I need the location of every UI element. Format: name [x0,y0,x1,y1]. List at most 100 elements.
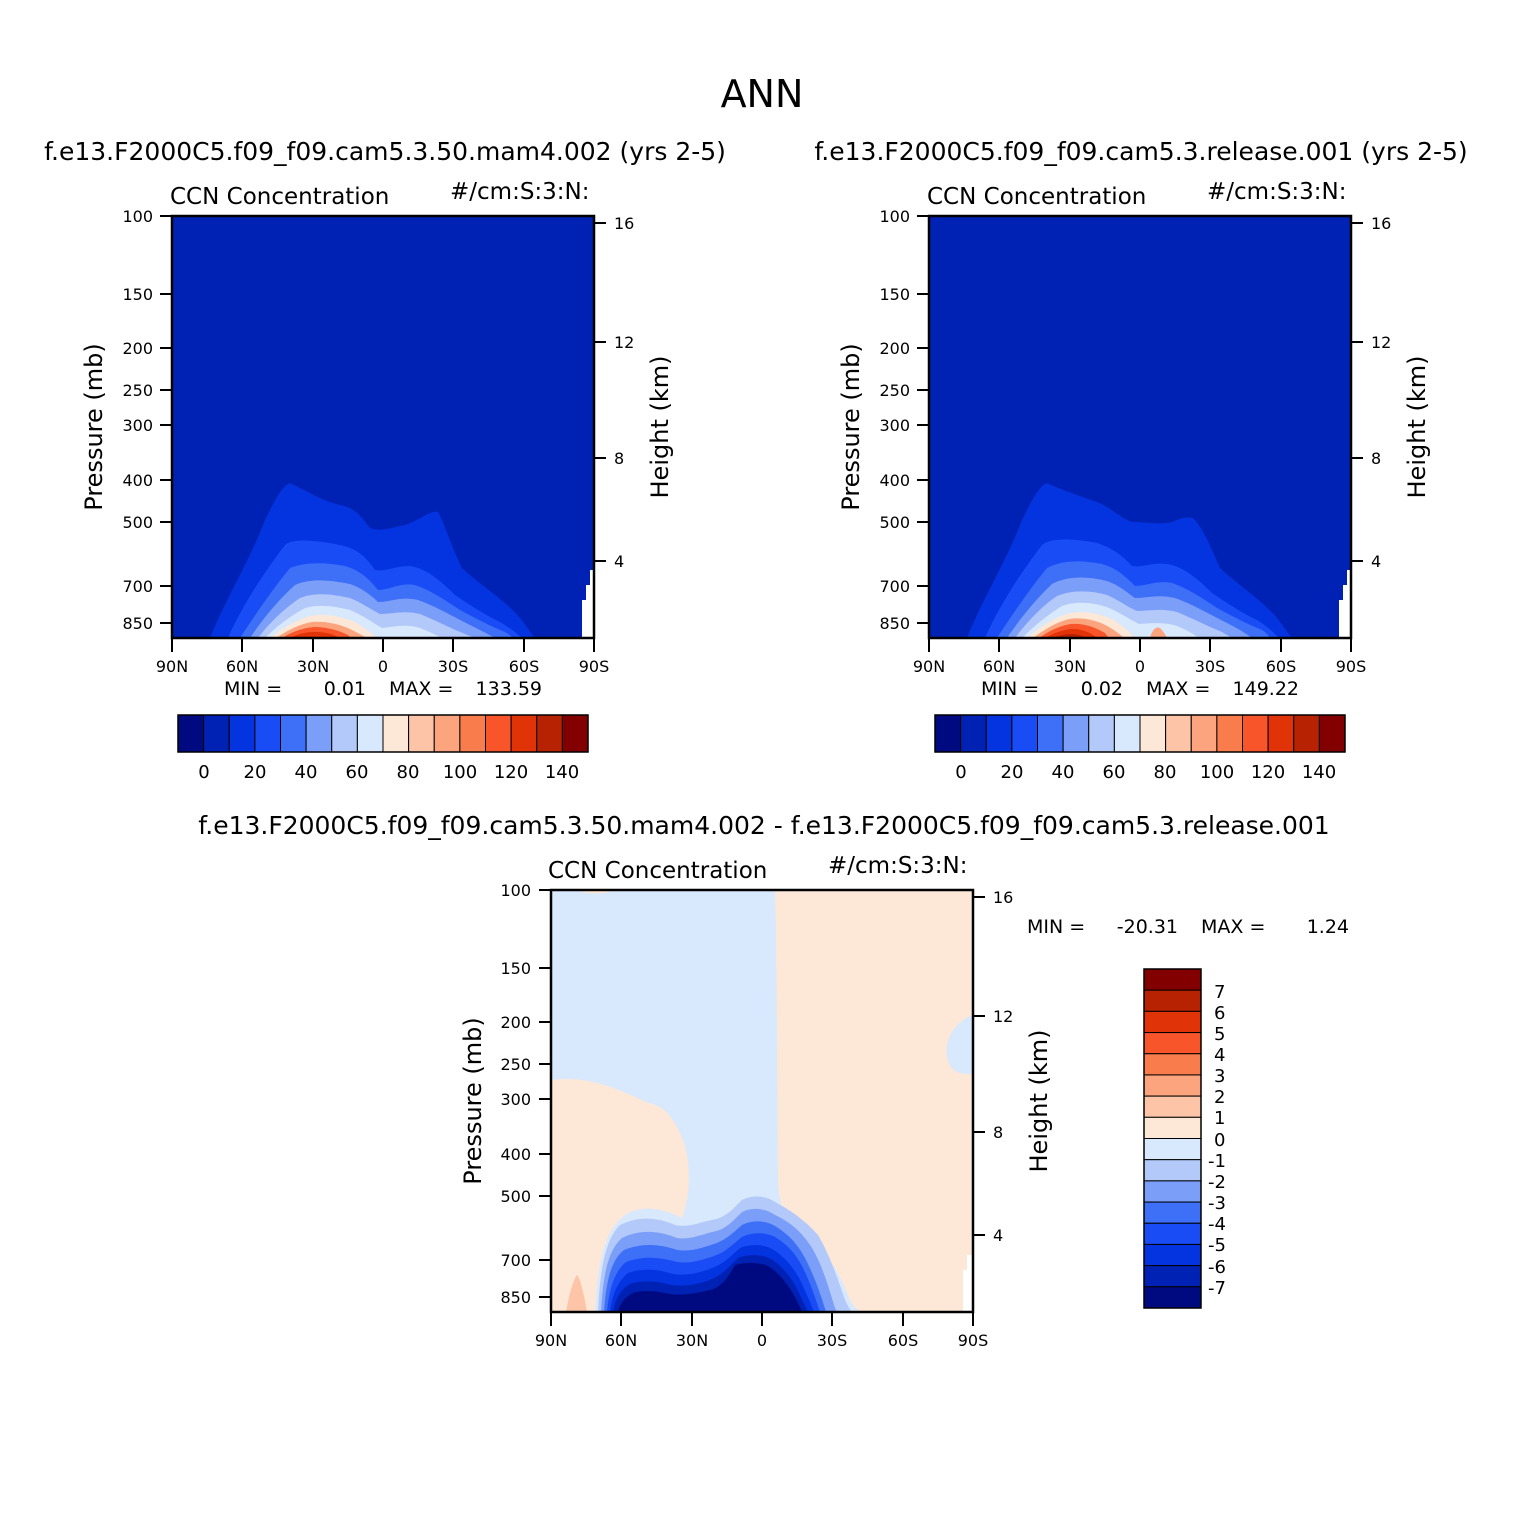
panel-diff-ytick-label: 150 [500,959,531,978]
panel-a-xtick-label: 30N [297,657,329,676]
panel-b-colorbar-box [1318,714,1346,753]
panel-diff-colorbar-box [1143,989,1202,1012]
panel-diff-colorbar-boxes [1143,968,1202,1309]
panel-a-colorbar-box [459,714,486,753]
panel-a-rtick-label: 8 [614,449,624,468]
panel-b-contour-12 [1150,627,1167,638]
panel-b-colorbar-label: 140 [1302,762,1336,783]
panel-diff-colorbar-label: 4 [1214,1045,1225,1066]
panel-b-colorbar-label: 20 [1001,762,1024,783]
panel-a: f.e13.F2000C5.f09_f09.cam5.3.50.mam4.002… [44,137,726,783]
panel-b-colorbar-label: 0 [955,762,966,783]
panel-a-colorbar-box [177,714,205,753]
panel-diff-colorbar-box [1143,1265,1202,1288]
panel-b-colorbar-box [934,714,962,753]
panel-a-rtick-label: 4 [614,552,624,571]
panel-b-colorbar-box [1216,714,1243,753]
panel-diff-xtick-label: 90N [535,1331,567,1350]
panel-b-colorbar-box [1088,714,1115,753]
panel-a-colorbar-frame [177,714,589,753]
panel-a-colorbar-box [331,714,358,753]
panel-diff-y-axis-right: 16 12 8 4 Height (km) [973,888,1053,1245]
panel-b-colorbar-label: 100 [1200,762,1234,783]
panel-b-colorbar-box [1190,714,1218,753]
panel-a-colorbar-box [203,714,230,753]
panel-a-colorbar-box [228,714,256,753]
panel-a-units-label: #/cm:S:3:N: [450,179,590,205]
panel-diff-xtick-label: 0 [757,1331,767,1350]
page-title: ANN [721,72,804,116]
panel-b-left-label: CCN Concentration [927,184,1146,210]
panel-b-colorbar-box [1139,714,1167,753]
panel-diff-y-axis: 100 150 200 250 300 400 500 700 850 Pres… [459,881,551,1307]
panel-a-xtick-label: 0 [378,657,388,676]
panel-b-xtick-label: 30N [1054,657,1086,676]
panel-diff-colorbar-label: -1 [1208,1151,1226,1172]
panel-diff-min-value: -20.31 [1117,916,1178,938]
panel-diff-xtick-label: 90S [958,1331,989,1350]
panel-diff-ytick-label: 850 [500,1288,531,1307]
panel-diff-rtick-label: 16 [993,888,1013,907]
panel-diff-min-label: MIN = [1027,916,1085,938]
panel-a-title: f.e13.F2000C5.f09_f09.cam5.3.50.mam4.002… [44,137,726,166]
panel-diff-colorbar-box [1143,1095,1202,1118]
panel-b-x-axis: 90N 60N 30N 0 30S 60S 90S [913,638,1366,676]
panel-diff-colorbar-label: 1 [1214,1108,1225,1129]
panel-diff-colorbar-label: -3 [1208,1193,1226,1214]
panel-a-colorbar-box [561,714,589,753]
panel-b-xtick-label: 60S [1266,657,1297,676]
panel-a-ytick-label: 250 [122,381,153,400]
panel-b-colorbar-label: 40 [1052,762,1075,783]
panel-diff-colorbar-label: 7 [1214,982,1225,1003]
panel-b-ytick-label: 150 [879,285,910,304]
panel-a-max-value: 133.59 [476,678,542,700]
panel-a-colorbar-label: 120 [494,762,528,783]
panel-a-x-axis: 90N 60N 30N 0 30S 60S 90S [156,638,609,676]
panel-a-colorbar-box [305,714,333,753]
panel-b-units-label: #/cm:S:3:N: [1207,179,1347,205]
panel-diff-colorbar-box [1143,1053,1202,1076]
panel-diff-max-label: MAX = [1201,916,1265,938]
panel-a-stats: MIN = 0.01 MAX = 133.59 [224,678,542,700]
panel-diff-ytick-label: 700 [500,1251,531,1270]
panel-b-y-axis: 100 150 200 250 300 400 500 700 850 Pres… [837,207,929,633]
panel-b-colorbar-box [985,714,1013,753]
panel-a-rtick-label: 16 [614,214,634,233]
panel-a-colorbar-label: 140 [545,762,579,783]
panel-diff-colorbar-frame [1143,968,1202,1309]
panel-a-colorbar-box [510,714,538,753]
panel-diff-contour-9 [566,1275,587,1312]
panel-a-plot [170,214,596,640]
panel-diff-colorbar-label: -7 [1208,1278,1226,1299]
panel-diff-colorbar-box [1143,1201,1202,1224]
panel-b-colorbar-box [1062,714,1090,753]
panel-a-colorbar-label: 100 [443,762,477,783]
panel-diff-colorbar-label: -4 [1208,1214,1226,1235]
panel-b-min-label: MIN = [981,678,1039,700]
panel-a-min-value: 0.01 [324,678,366,700]
panel-b-rtick-label: 16 [1371,214,1391,233]
panel-b-polar-gap [1339,570,1351,638]
panel-a-ylabel: Pressure (mb) [80,343,108,510]
panel-b-ylabel: Pressure (mb) [837,343,865,510]
panel-b-ytick-label: 700 [879,577,910,596]
panel-diff-colorbar-label: 6 [1214,1003,1225,1024]
panel-b-colorbar-box [960,714,987,753]
panel-diff-units-label: #/cm:S:3:N: [828,853,968,879]
panel-a-ytick-label: 850 [122,614,153,633]
panel-a-y-axis: 100 150 200 250 300 400 500 700 850 Pres… [80,207,172,633]
panel-a-xtick-label: 90S [579,657,610,676]
panel-a-min-label: MIN = [224,678,282,700]
panel-diff-colorbar-box [1143,1222,1202,1245]
panel-a-colorbar-label: 40 [295,762,318,783]
panel-a-xtick-label: 30S [438,657,469,676]
panel-a-rtick-label: 12 [614,333,634,352]
panel-b-colorbar-boxes [934,714,1346,753]
panel-a-colorbar-boxes [177,714,589,753]
panel-a-ytick-label: 150 [122,285,153,304]
panel-b-title: f.e13.F2000C5.f09_f09.cam5.3.release.001… [814,137,1467,166]
panel-a-colorbar-box [356,714,384,753]
panel-a-colorbar-box [408,714,435,753]
panel-b-plot [927,214,1353,640]
panel-diff-x-axis: 90N 60N 30N 0 30S 60S 90S [535,1312,988,1350]
